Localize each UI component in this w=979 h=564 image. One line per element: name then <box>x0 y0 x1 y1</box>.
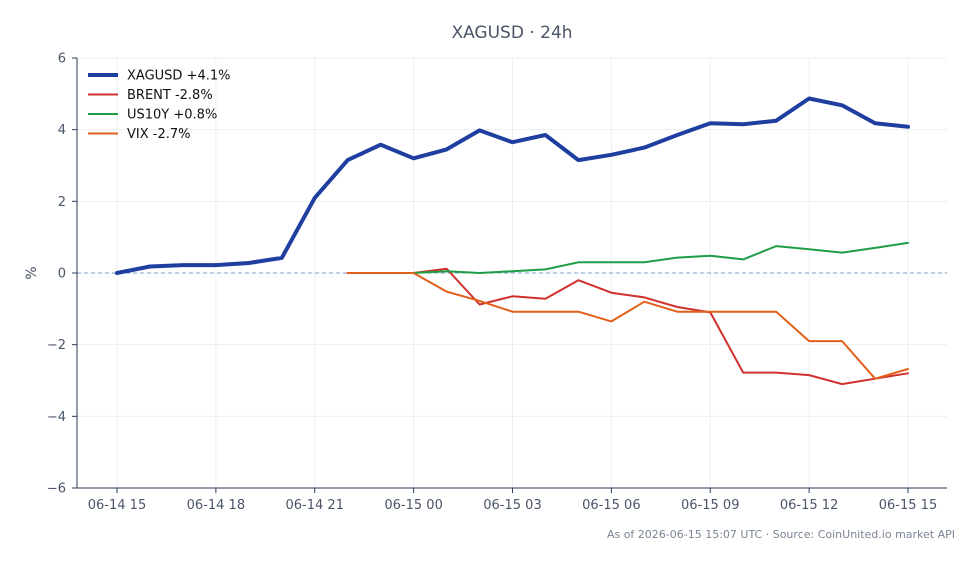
x-tick-label: 06-15 12 <box>780 498 838 513</box>
chart-title: XAGUSD · 24h <box>451 23 572 43</box>
grid-lines <box>77 57 947 489</box>
y-tick-label: 6 <box>58 52 66 67</box>
y-tick-label: −4 <box>47 410 66 425</box>
series-lines <box>115 96 910 386</box>
series-line-vix <box>346 272 909 380</box>
series-line-brent <box>346 267 909 386</box>
y-tick-label: −2 <box>47 338 66 353</box>
y-tick-label: 4 <box>58 123 66 138</box>
x-tick-label: 06-15 06 <box>582 498 640 513</box>
y-tick-label: 2 <box>58 195 66 210</box>
x-tick-label: 06-15 15 <box>879 498 937 513</box>
x-tick-label: 06-15 00 <box>384 498 442 513</box>
y-tick-label: −6 <box>47 482 66 497</box>
legend-label-brent: BRENT -2.8% <box>127 88 213 103</box>
x-tick-label: 06-15 09 <box>681 498 739 513</box>
source-footer: As of 2026-06-15 15:07 UTC · Source: Coi… <box>607 528 955 541</box>
x-tick-label: 06-14 18 <box>187 498 245 513</box>
legend-label-us10y: US10Y +0.8% <box>127 108 217 123</box>
y-tick-label: 0 <box>58 267 66 282</box>
x-tick-label: 06-14 15 <box>88 498 146 513</box>
legend: XAGUSD +4.1% BRENT -2.8% US10Y +0.8% VIX -2… <box>88 69 230 142</box>
series-line-us10y <box>412 241 909 274</box>
axes: −6 −4 −2 0 2 4 6 06-14 15 06-14 18 06-14 21 06-15 … <box>47 52 947 513</box>
series-line-xagusd <box>115 96 910 275</box>
x-tick-label: 06-14 21 <box>286 498 344 513</box>
legend-label-xagusd: XAGUSD +4.1% <box>127 69 230 84</box>
y-axis-label: % <box>24 266 40 279</box>
legend-label-vix: VIX -2.7% <box>127 127 190 142</box>
x-tick-label: 06-15 03 <box>483 498 541 513</box>
